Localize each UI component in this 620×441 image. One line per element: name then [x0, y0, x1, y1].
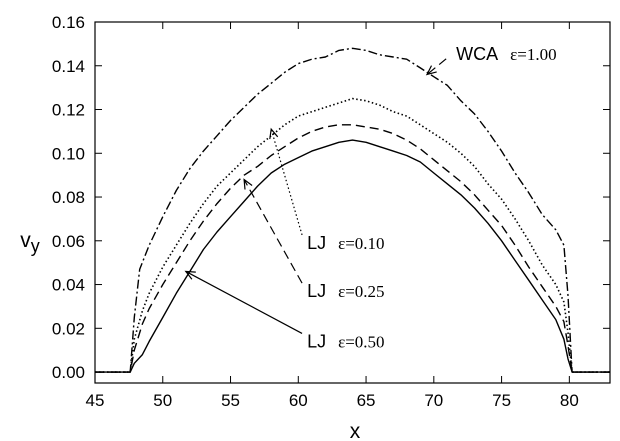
series-line-lj010	[95, 97, 610, 373]
annotation-model: LJ	[307, 233, 326, 253]
x-axis-label: x	[350, 420, 361, 441]
y-axis-label: vy	[20, 229, 40, 256]
x-tick-label: 60	[289, 391, 308, 410]
y-tick-label: 0.04	[52, 276, 85, 295]
y-tick-label: 0.12	[52, 101, 85, 120]
annotation-epsilon: ε=0.25	[338, 282, 384, 301]
series-line-wca100	[95, 47, 610, 373]
x-tick-label: 45	[86, 391, 105, 410]
annotation-label-lj050: LJ ε=0.50	[307, 331, 385, 351]
annotation-arrowhead-lj010	[269, 127, 279, 140]
annotation-arrowhead-lj050	[184, 270, 196, 280]
y-tick-label: 0.02	[52, 319, 85, 338]
annotation-arrowhead-wca100	[425, 65, 437, 76]
y-tick-label: 0.16	[52, 13, 85, 32]
y-tick-label: 0.14	[52, 57, 85, 76]
annotation-label-lj010: LJ ε=0.10	[307, 233, 385, 253]
annotation-arrow-line-lj010	[270, 129, 303, 236]
annotation-arrowhead-lj025	[243, 178, 253, 190]
annotation-arrow-line-wca100	[426, 58, 447, 75]
series-group	[95, 47, 610, 373]
plot-frame	[94, 21, 611, 384]
annotation-model: LJ	[307, 331, 326, 351]
annotation-epsilon: ε=0.50	[338, 332, 384, 351]
annotation-model: LJ	[307, 281, 326, 301]
x-tick-label: 55	[221, 391, 240, 410]
annotation-epsilon: ε=1.00	[510, 45, 556, 64]
annotation-arrow-line-lj050	[185, 270, 303, 334]
y-tick-label: 0.00	[52, 363, 85, 382]
y-axis-ticks: 0.00 0.02 0.04 0.06 0.08 0.10 0.12 0.14 0.16	[52, 13, 610, 382]
annotation-label-wca100: WCA ε=1.00	[456, 44, 556, 64]
y-tick-label: 0.08	[52, 188, 85, 207]
annotation-arrow-line-lj025	[243, 179, 303, 284]
series-line-lj050	[95, 139, 610, 373]
x-tick-label: 70	[424, 391, 443, 410]
y-tick-label: 0.06	[52, 232, 85, 251]
annotation-label-lj025: LJ ε=0.25	[307, 281, 385, 301]
x-tick-label: 80	[560, 391, 579, 410]
x-tick-label: 75	[492, 391, 511, 410]
annotation-model: WCA	[456, 44, 498, 64]
annotation-epsilon: ε=0.10	[338, 234, 384, 253]
x-axis-ticks: 45 50 55 60 65 70 75 80	[86, 22, 579, 410]
x-tick-label: 65	[357, 391, 376, 410]
y-axis-label-subscript: y	[31, 236, 40, 256]
y-tick-label: 0.10	[52, 144, 85, 163]
x-tick-label: 50	[153, 391, 172, 410]
annotation-group: WCA ε=1.00 LJ ε=0.10 LJ ε=0.25 LJ ε=0.50	[184, 44, 557, 351]
